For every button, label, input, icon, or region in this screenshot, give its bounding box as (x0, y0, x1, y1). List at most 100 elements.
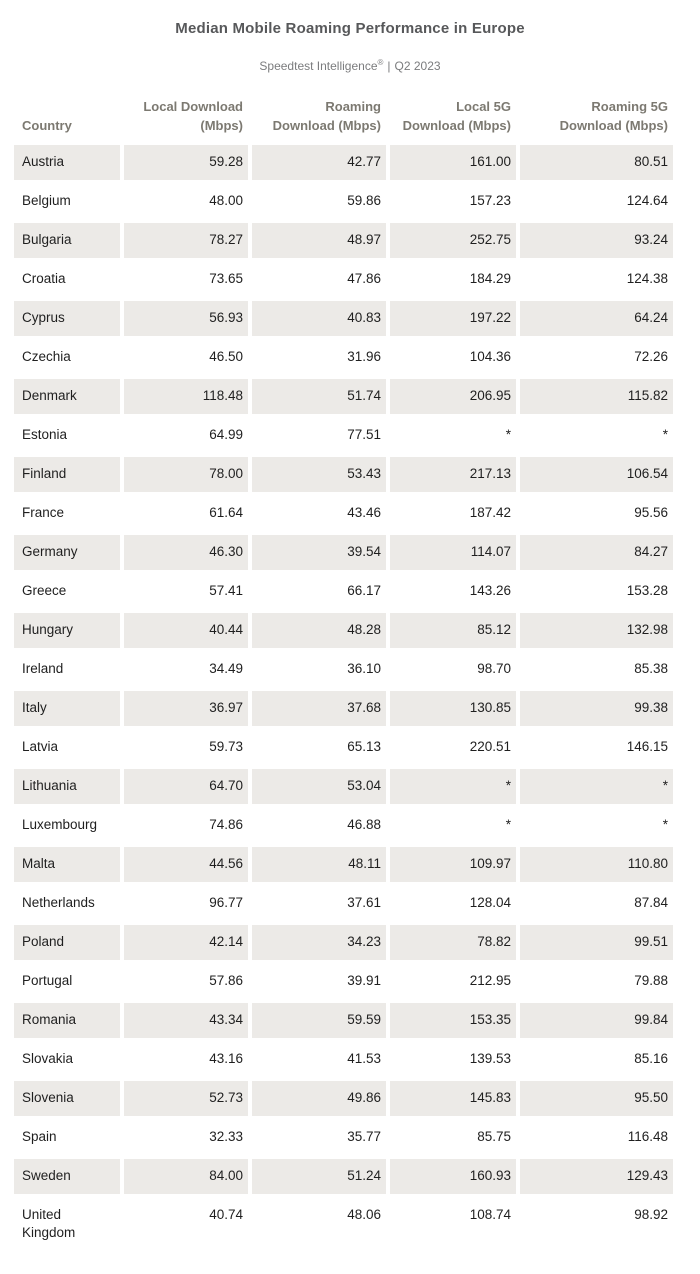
value-cell: 84.27 (520, 535, 673, 570)
value-cell: 57.86 (209, 973, 243, 988)
country-cell: Cyprus (14, 301, 120, 336)
column-header: Local 5G Download (Mbps) (402, 99, 511, 133)
value-cell: 98.92 (634, 1207, 668, 1222)
country-cell: France (22, 505, 65, 520)
registered-trademark-symbol: ® (377, 58, 384, 67)
value-cell: 59.28 (124, 145, 248, 180)
value-cell: 212.95 (469, 973, 511, 988)
value-cell: 160.93 (390, 1159, 516, 1194)
value-cell: 59.73 (209, 739, 243, 754)
country-cell: Netherlands (22, 895, 95, 910)
table-row: Sweden 84.00 51.24 160.93 129.43 (14, 1159, 673, 1194)
value-cell: 43.46 (347, 505, 381, 520)
value-cell: 44.56 (124, 847, 248, 882)
value-cell: 34.49 (209, 661, 243, 676)
value-cell: 41.53 (347, 1051, 381, 1066)
value-cell: 85.16 (634, 1051, 668, 1066)
table-row: Malta 44.56 48.11 109.97 110.80 (14, 847, 673, 882)
value-cell: 153.28 (626, 583, 668, 598)
value-cell: 40.44 (124, 613, 248, 648)
value-cell: 206.95 (390, 379, 516, 414)
value-cell: 59.86 (347, 193, 381, 208)
country-cell: Slovakia (22, 1051, 74, 1066)
value-cell: 49.86 (252, 1081, 386, 1116)
value-cell: 48.97 (252, 223, 386, 258)
table-row: Finland 78.00 53.43 217.13 106.54 (14, 457, 673, 492)
table-row: Portugal 57.86 39.91 212.95 79.88 (14, 964, 673, 999)
table-row: Greece 57.41 66.17 143.26 153.28 (14, 574, 673, 609)
table-row: Poland 42.14 34.23 78.82 99.51 (14, 925, 673, 960)
value-cell: 87.84 (634, 895, 668, 910)
value-cell: 46.88 (347, 817, 381, 832)
country-cell: Germany (14, 535, 120, 570)
value-cell: 31.96 (347, 349, 381, 364)
value-cell: 85.38 (634, 661, 668, 676)
value-cell: 104.36 (469, 349, 511, 364)
country-cell: Slovenia (14, 1081, 120, 1116)
value-cell: 79.88 (634, 973, 668, 988)
value-cell: 53.43 (252, 457, 386, 492)
table-row: Germany 46.30 39.54 114.07 84.27 (14, 535, 673, 570)
value-cell: 51.24 (252, 1159, 386, 1194)
value-cell: 109.97 (390, 847, 516, 882)
value-cell: 73.65 (209, 271, 243, 286)
country-cell: United Kingdom (22, 1207, 76, 1240)
value-cell: 48.00 (209, 193, 243, 208)
value-cell: 46.50 (209, 349, 243, 364)
table-row: France 61.64 43.46 187.42 95.56 (14, 496, 673, 531)
value-cell: 64.99 (209, 427, 243, 442)
table-row: Czechia 46.50 31.96 104.36 72.26 (14, 340, 673, 375)
value-cell: 161.00 (390, 145, 516, 180)
table-row: Denmark 118.48 51.74 206.95 115.82 (14, 379, 673, 414)
column-header: Roaming Download (Mbps) (272, 99, 381, 133)
value-cell: 85.75 (477, 1129, 511, 1144)
chart-title: Median Mobile Roaming Performance in Eur… (175, 20, 525, 37)
value-cell: 43.16 (209, 1051, 243, 1066)
table-row: Bulgaria 78.27 48.97 252.75 93.24 (14, 223, 673, 258)
table-body: Austria 59.28 42.77 161.00 80.51 Belgium 48.00… (14, 145, 673, 1242)
value-cell: 32.33 (209, 1129, 243, 1144)
column-header: Country (22, 118, 72, 133)
column-header: Roaming 5G Download (Mbps) (559, 99, 668, 133)
country-cell: Hungary (14, 613, 120, 648)
country-cell: Spain (22, 1129, 57, 1144)
value-cell: 64.24 (520, 301, 673, 336)
value-cell: 114.07 (390, 535, 516, 570)
table-row: Netherlands 96.77 37.61 128.04 87.84 (14, 886, 673, 921)
value-cell: 51.74 (252, 379, 386, 414)
table-row: Luxembourg 74.86 46.88 * * (14, 808, 673, 843)
country-cell: Luxembourg (22, 817, 98, 832)
value-cell: 42.14 (124, 925, 248, 960)
value-cell: 116.48 (627, 1129, 668, 1144)
country-cell: Belgium (22, 193, 71, 208)
value-cell: 47.86 (347, 271, 381, 286)
value-cell: 153.35 (390, 1003, 516, 1038)
value-cell: 72.26 (634, 349, 668, 364)
value-cell: 217.13 (390, 457, 516, 492)
value-cell: 99.84 (520, 1003, 673, 1038)
value-cell: 139.53 (469, 1051, 511, 1066)
value-cell: 84.00 (124, 1159, 248, 1194)
value-cell: 78.82 (390, 925, 516, 960)
value-cell: 108.74 (469, 1207, 511, 1222)
country-cell: Denmark (14, 379, 120, 414)
value-cell: 132.98 (520, 613, 673, 648)
value-cell: 143.26 (469, 583, 511, 598)
country-cell: Lithuania (14, 769, 120, 804)
value-cell: 48.06 (347, 1207, 381, 1222)
value-cell: 78.27 (124, 223, 248, 258)
country-cell: Malta (14, 847, 120, 882)
value-cell: 146.15 (626, 739, 668, 754)
chart-subtitle: Speedtest Intelligence® | Q2 2023 (0, 58, 700, 73)
value-cell: * (662, 817, 668, 832)
value-cell: * (390, 769, 516, 804)
value-cell: 77.51 (347, 427, 381, 442)
value-cell: 99.38 (520, 691, 673, 726)
value-cell: 145.83 (390, 1081, 516, 1116)
value-cell: 57.41 (209, 583, 243, 598)
value-cell: * (520, 769, 673, 804)
subtitle-brand: Speedtest Intelligence (259, 59, 378, 73)
value-cell: 48.11 (252, 847, 386, 882)
value-cell: * (505, 427, 511, 442)
